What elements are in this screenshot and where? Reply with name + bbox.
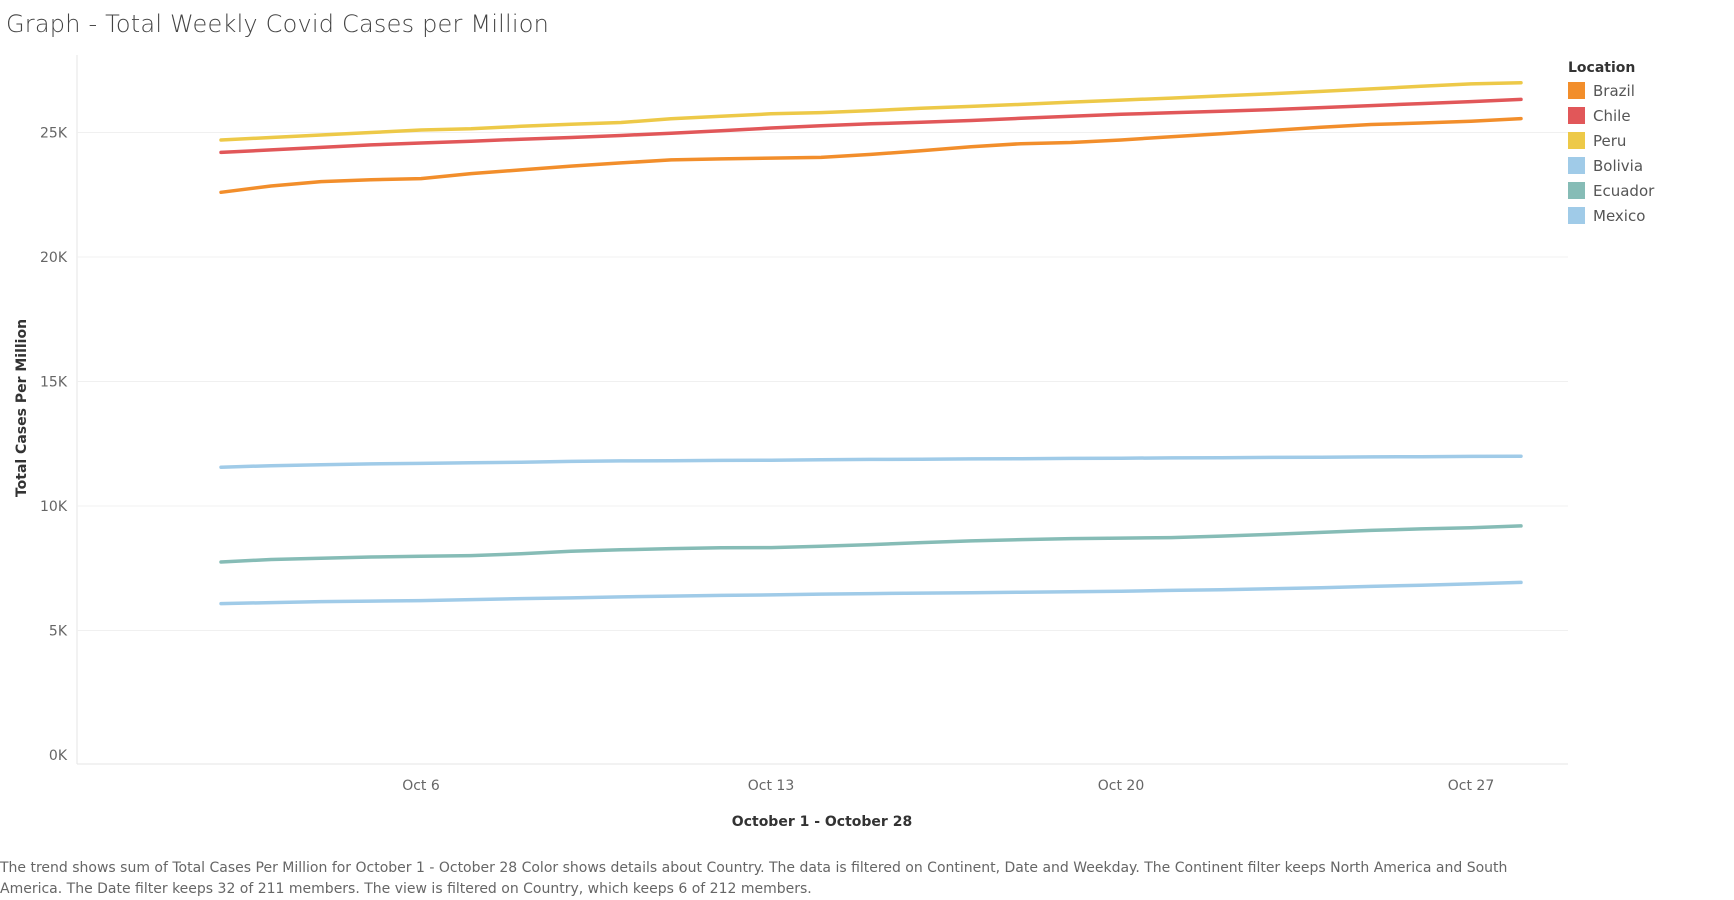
x-tick-label: Oct 20 (1098, 778, 1144, 794)
legend-item[interactable]: Chile (1568, 103, 1654, 128)
legend-swatch (1568, 132, 1585, 149)
legend-label: Bolivia (1593, 156, 1644, 175)
series-line-ecuador (219, 524, 1523, 564)
series-line-mexico (219, 580, 1523, 606)
legend-label: Brazil (1593, 81, 1635, 100)
legend-swatch (1568, 182, 1585, 199)
legend-swatch (1568, 157, 1585, 174)
y-tick-label: 0K (49, 748, 68, 764)
legend-items: Brazil Chile Peru Bolivia Ecuador Mexico (1568, 78, 1654, 228)
legend: Location Brazil Chile Peru Bolivia Ecuador Me… (1568, 60, 1654, 228)
x-tick-label: Oct 13 (748, 778, 794, 794)
legend-swatch (1568, 82, 1585, 99)
y-tick-label: 10K (40, 499, 68, 515)
line-chart: 0K 5K 10K 15K 20K 25K Oct 6 Oct 13 Oct 20 Oct 27 O… (14, 55, 1568, 830)
legend-label: Peru (1593, 131, 1627, 150)
legend-title: Location (1568, 60, 1636, 76)
series-line-chile (219, 97, 1523, 155)
legend-label: Ecuador (1593, 181, 1655, 200)
legend-item[interactable]: Brazil (1568, 78, 1654, 103)
series-line-peru (219, 80, 1523, 142)
legend-item[interactable]: Bolivia (1568, 153, 1654, 178)
x-axis-title: October 1 - October 28 (732, 814, 912, 830)
legend-swatch (1568, 207, 1585, 224)
series-line-brazil (219, 116, 1523, 195)
y-tick-label: 5K (49, 624, 68, 640)
y-axis-title: Total Cases Per Million (14, 319, 30, 497)
x-tick-label: Oct 6 (402, 778, 440, 794)
y-tick-label: 25K (40, 126, 68, 142)
legend-item[interactable]: Ecuador (1568, 178, 1654, 203)
chart-caption: The trend shows sum of Total Cases Per M… (0, 860, 1508, 897)
legend-item[interactable]: Mexico (1568, 203, 1654, 228)
legend-item[interactable]: Peru (1568, 128, 1654, 153)
legend-label: Chile (1593, 106, 1631, 125)
legend-label: Mexico (1593, 206, 1646, 225)
series-line-bolivia (219, 454, 1523, 469)
x-tick-label: Oct 27 (1448, 778, 1494, 794)
chart-title: Graph - Total Weekly Covid Cases per Mil… (6, 10, 550, 38)
legend-swatch (1568, 107, 1585, 124)
y-tick-label: 15K (40, 375, 68, 391)
y-tick-label: 20K (40, 250, 68, 266)
